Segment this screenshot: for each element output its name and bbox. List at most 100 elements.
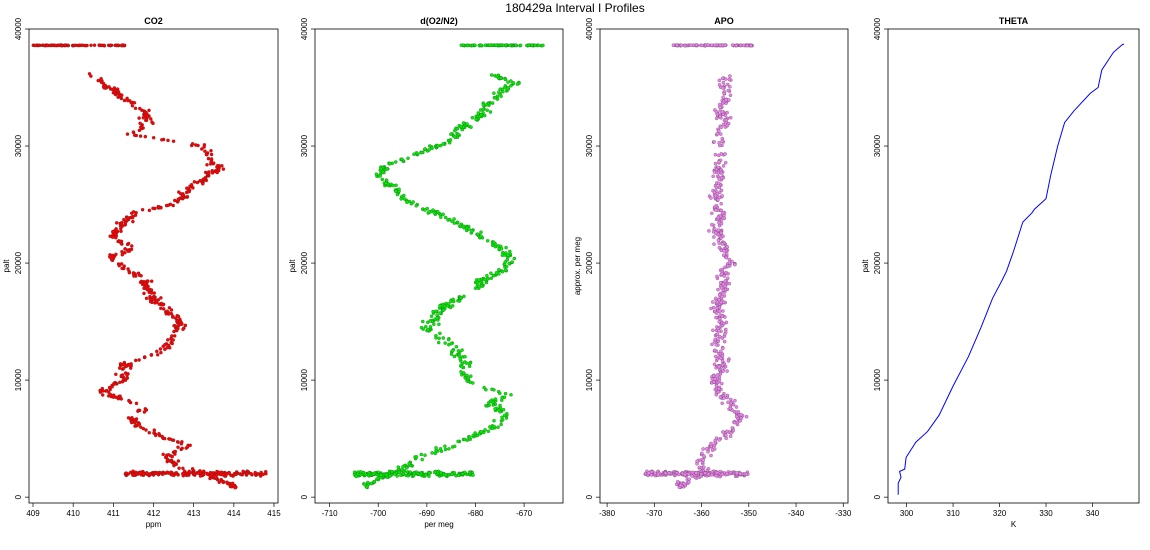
data-point bbox=[492, 240, 496, 245]
data-point bbox=[209, 148, 213, 153]
x-tick-label: 413 bbox=[187, 509, 201, 518]
data-point bbox=[426, 320, 430, 325]
series-line bbox=[897, 43, 1125, 495]
data-point bbox=[107, 85, 111, 89]
data-point bbox=[477, 278, 482, 282]
data-point bbox=[721, 122, 726, 127]
data-point bbox=[131, 473, 135, 477]
data-point bbox=[127, 399, 132, 404]
data-point bbox=[156, 298, 161, 302]
data-point bbox=[730, 43, 735, 47]
data-point bbox=[722, 91, 727, 96]
data-point bbox=[749, 43, 753, 48]
data-point bbox=[176, 459, 181, 463]
data-point bbox=[419, 150, 424, 155]
data-point bbox=[113, 92, 118, 97]
data-point bbox=[138, 425, 143, 429]
data-point bbox=[720, 267, 725, 272]
data-point bbox=[499, 422, 503, 427]
data-point bbox=[126, 363, 131, 368]
data-point bbox=[155, 353, 160, 357]
data-point bbox=[185, 186, 189, 190]
data-point bbox=[187, 189, 191, 194]
data-point bbox=[512, 256, 517, 261]
data-point bbox=[498, 87, 502, 91]
data-point bbox=[713, 152, 718, 157]
data-point bbox=[725, 110, 729, 115]
data-point bbox=[724, 251, 729, 256]
data-point bbox=[466, 376, 471, 381]
data-point bbox=[533, 43, 537, 48]
data-point bbox=[744, 472, 749, 477]
y-tick-label: 20000 bbox=[14, 251, 23, 274]
data-point bbox=[468, 435, 472, 439]
data-point bbox=[142, 291, 146, 296]
data-point bbox=[488, 43, 492, 48]
x-tick-label: 415 bbox=[267, 509, 281, 518]
data-point bbox=[717, 305, 722, 310]
data-point bbox=[712, 242, 716, 246]
data-point bbox=[184, 473, 189, 478]
data-point bbox=[133, 213, 138, 218]
data-point bbox=[149, 291, 154, 295]
x-tick-label: -690 bbox=[419, 509, 436, 518]
data-point bbox=[498, 403, 502, 408]
data-point bbox=[687, 477, 691, 482]
y-tick-label: 0 bbox=[300, 494, 309, 499]
plot-frame bbox=[599, 28, 849, 504]
data-point bbox=[720, 314, 724, 319]
data-point bbox=[656, 472, 660, 477]
data-point bbox=[719, 188, 724, 193]
data-point bbox=[201, 472, 206, 477]
data-point bbox=[718, 43, 723, 48]
data-point bbox=[710, 448, 715, 452]
data-point bbox=[192, 180, 197, 184]
data-point bbox=[131, 219, 135, 224]
data-point bbox=[443, 341, 447, 345]
data-point bbox=[459, 43, 464, 47]
data-point bbox=[123, 251, 127, 255]
data-point bbox=[716, 390, 721, 394]
data-point bbox=[441, 142, 445, 146]
x-tick-label: -360 bbox=[694, 509, 711, 518]
data-point bbox=[465, 122, 469, 126]
data-point bbox=[719, 280, 723, 285]
data-point bbox=[675, 43, 679, 48]
data-point bbox=[426, 327, 430, 332]
data-point bbox=[147, 430, 152, 435]
data-point bbox=[200, 147, 204, 151]
data-point bbox=[138, 134, 143, 138]
data-point bbox=[132, 133, 137, 137]
data-point bbox=[107, 390, 111, 395]
data-point bbox=[408, 470, 413, 474]
data-point bbox=[456, 220, 460, 225]
data-point bbox=[541, 43, 545, 48]
data-point bbox=[171, 203, 175, 208]
data-point bbox=[682, 482, 687, 486]
y-tick-label: 0 bbox=[585, 494, 594, 499]
data-point bbox=[701, 458, 706, 463]
data-point bbox=[384, 181, 388, 185]
data-point bbox=[502, 413, 507, 418]
data-point bbox=[458, 224, 463, 229]
x-tick-label: 340 bbox=[1086, 509, 1100, 518]
data-point bbox=[207, 171, 211, 175]
data-point bbox=[504, 416, 509, 420]
data-point bbox=[419, 325, 424, 330]
data-point bbox=[441, 212, 445, 217]
data-point bbox=[142, 286, 146, 291]
data-point bbox=[701, 447, 705, 451]
data-point bbox=[494, 43, 498, 48]
data-point bbox=[447, 217, 452, 222]
data-point bbox=[100, 393, 105, 397]
data-point bbox=[352, 470, 357, 474]
data-point bbox=[432, 211, 437, 215]
data-point bbox=[429, 314, 434, 318]
data-point bbox=[733, 398, 737, 403]
data-point bbox=[119, 224, 123, 229]
data-point bbox=[683, 472, 687, 477]
data-point bbox=[738, 471, 742, 476]
data-point bbox=[716, 198, 720, 202]
data-point bbox=[450, 349, 455, 353]
data-point bbox=[503, 77, 508, 81]
